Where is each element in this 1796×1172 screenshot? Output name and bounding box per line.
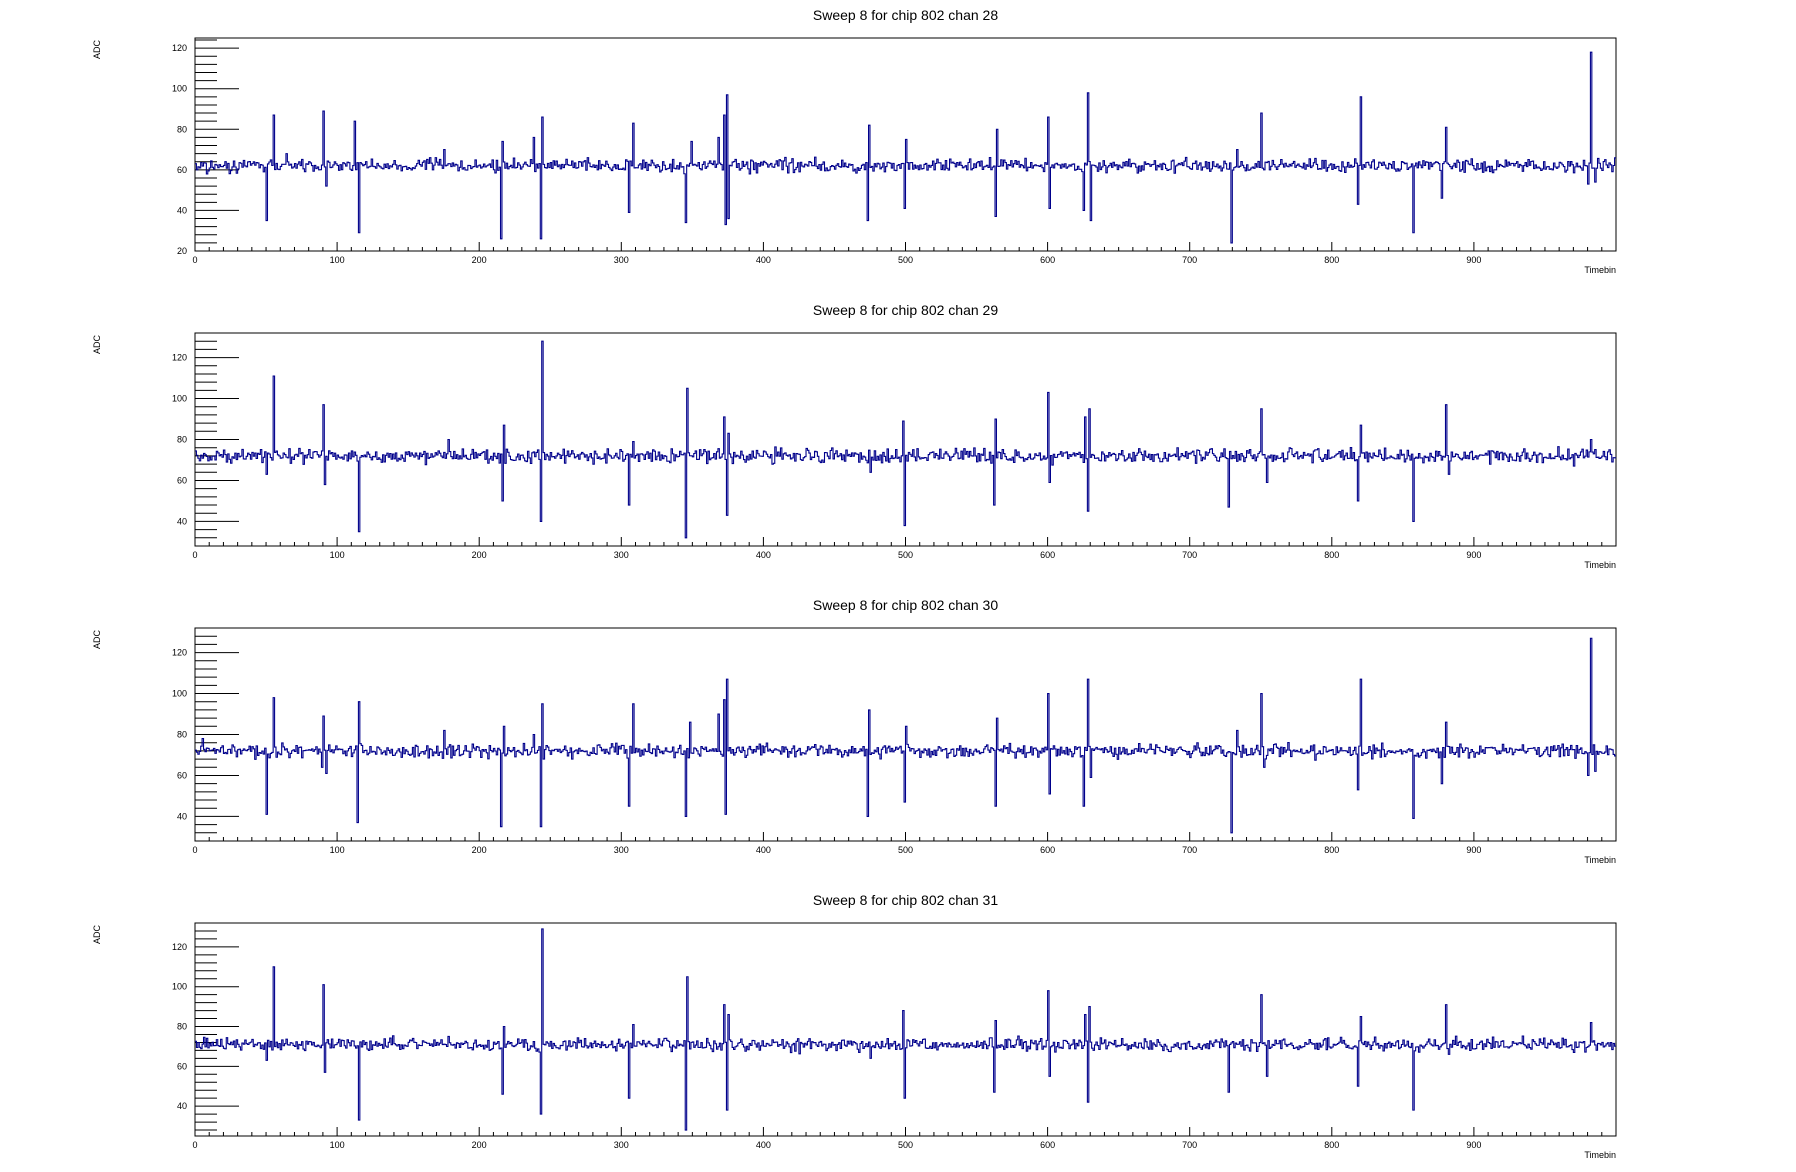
x-tick-label: 700	[1182, 845, 1197, 855]
x-tick-label: 400	[756, 255, 771, 265]
x-tick-label: 700	[1182, 550, 1197, 560]
y-tick-label: 60	[177, 1061, 187, 1071]
y-axis-label: ADC	[92, 925, 102, 945]
y-tick-label: 60	[177, 165, 187, 175]
x-tick-label: 900	[1466, 1140, 1481, 1150]
x-tick-label: 800	[1324, 550, 1339, 560]
x-tick-label: 200	[472, 255, 487, 265]
y-axis-label: ADC	[92, 630, 102, 650]
x-tick-label: 0	[192, 550, 197, 560]
chart-panel-1: Sweep 8 for chip 802 chan 29 ADC 40 60 80 100…	[92, 302, 1617, 570]
x-tick-label: 300	[614, 845, 629, 855]
y-tick-label: 120	[172, 648, 187, 658]
y-tick-label: 60	[177, 475, 187, 485]
x-tick-label: 700	[1182, 255, 1197, 265]
x-tick-label: 700	[1182, 1140, 1197, 1150]
x-tick-label: 100	[330, 550, 345, 560]
chart-panel-3: Sweep 8 for chip 802 chan 31 ADC 40 60 80 100…	[92, 892, 1617, 1160]
x-tick-label: 600	[1040, 550, 1055, 560]
y-tick-label: 80	[177, 730, 187, 740]
x-tick-label: 600	[1040, 845, 1055, 855]
x-tick-label: 200	[472, 1140, 487, 1150]
x-tick-label: 500	[898, 550, 913, 560]
x-tick-label: 100	[330, 845, 345, 855]
x-tick-label: 900	[1466, 255, 1481, 265]
x-tick-label: 300	[614, 255, 629, 265]
x-tick-label: 0	[192, 255, 197, 265]
y-tick-label: 100	[172, 689, 187, 699]
y-tick-label: 100	[172, 84, 187, 94]
x-axis-label: Timebin	[1584, 265, 1616, 275]
y-tick-label: 80	[177, 435, 187, 445]
plot-frame	[194, 922, 1617, 1137]
y-tick-label: 40	[177, 1101, 187, 1111]
adc-series-line	[195, 340, 1616, 539]
y-tick-label: 100	[172, 394, 187, 404]
x-tick-label: 100	[330, 255, 345, 265]
x-tick-label: 500	[898, 1140, 913, 1150]
x-tick-label: 100	[330, 1140, 345, 1150]
x-tick-label: 900	[1466, 845, 1481, 855]
y-tick-label: 40	[177, 205, 187, 215]
x-tick-label: 400	[756, 550, 771, 560]
chart-title: Sweep 8 for chip 802 chan 31	[813, 892, 998, 908]
x-axis-label: Timebin	[1584, 855, 1616, 865]
x-tick-label: 300	[614, 550, 629, 560]
x-tick-label: 200	[472, 550, 487, 560]
y-tick-label: 20	[177, 246, 187, 256]
x-tick-label: 600	[1040, 1140, 1055, 1150]
y-tick-label: 40	[177, 811, 187, 821]
y-axis-label: ADC	[92, 335, 102, 355]
y-tick-label: 120	[172, 43, 187, 53]
x-tick-label: 800	[1324, 845, 1339, 855]
x-tick-label: 0	[192, 1140, 197, 1150]
x-tick-label: 600	[1040, 255, 1055, 265]
x-tick-label: 500	[898, 845, 913, 855]
x-tick-label: 900	[1466, 550, 1481, 560]
x-tick-label: 300	[614, 1140, 629, 1150]
x-tick-label: 400	[756, 1140, 771, 1150]
y-tick-label: 40	[177, 516, 187, 526]
chart-panel-0: Sweep 8 for chip 802 chan 28 ADC 20 40 60 80 1…	[92, 7, 1617, 275]
x-tick-label: 800	[1324, 255, 1339, 265]
x-axis-label: Timebin	[1584, 560, 1616, 570]
x-tick-label: 0	[192, 845, 197, 855]
chart-panel-2: Sweep 8 for chip 802 chan 30 ADC 40 60 80 100…	[92, 597, 1617, 865]
chart-title: Sweep 8 for chip 802 chan 29	[813, 302, 998, 318]
y-tick-label: 120	[172, 353, 187, 363]
chart-title: Sweep 8 for chip 802 chan 30	[813, 597, 998, 613]
adc-series-line	[195, 51, 1616, 244]
x-tick-label: 800	[1324, 1140, 1339, 1150]
y-tick-label: 120	[172, 942, 187, 952]
y-tick-label: 80	[177, 1022, 187, 1032]
chart-title: Sweep 8 for chip 802 chan 28	[813, 7, 998, 23]
y-tick-label: 80	[177, 124, 187, 134]
x-tick-label: 200	[472, 845, 487, 855]
y-tick-label: 100	[172, 982, 187, 992]
x-tick-label: 500	[898, 255, 913, 265]
adc-series-line	[195, 928, 1616, 1131]
x-axis-label: Timebin	[1584, 1150, 1616, 1160]
y-axis-label: ADC	[92, 40, 102, 60]
adc-series-line	[195, 637, 1616, 834]
y-tick-label: 60	[177, 770, 187, 780]
x-tick-label: 400	[756, 845, 771, 855]
